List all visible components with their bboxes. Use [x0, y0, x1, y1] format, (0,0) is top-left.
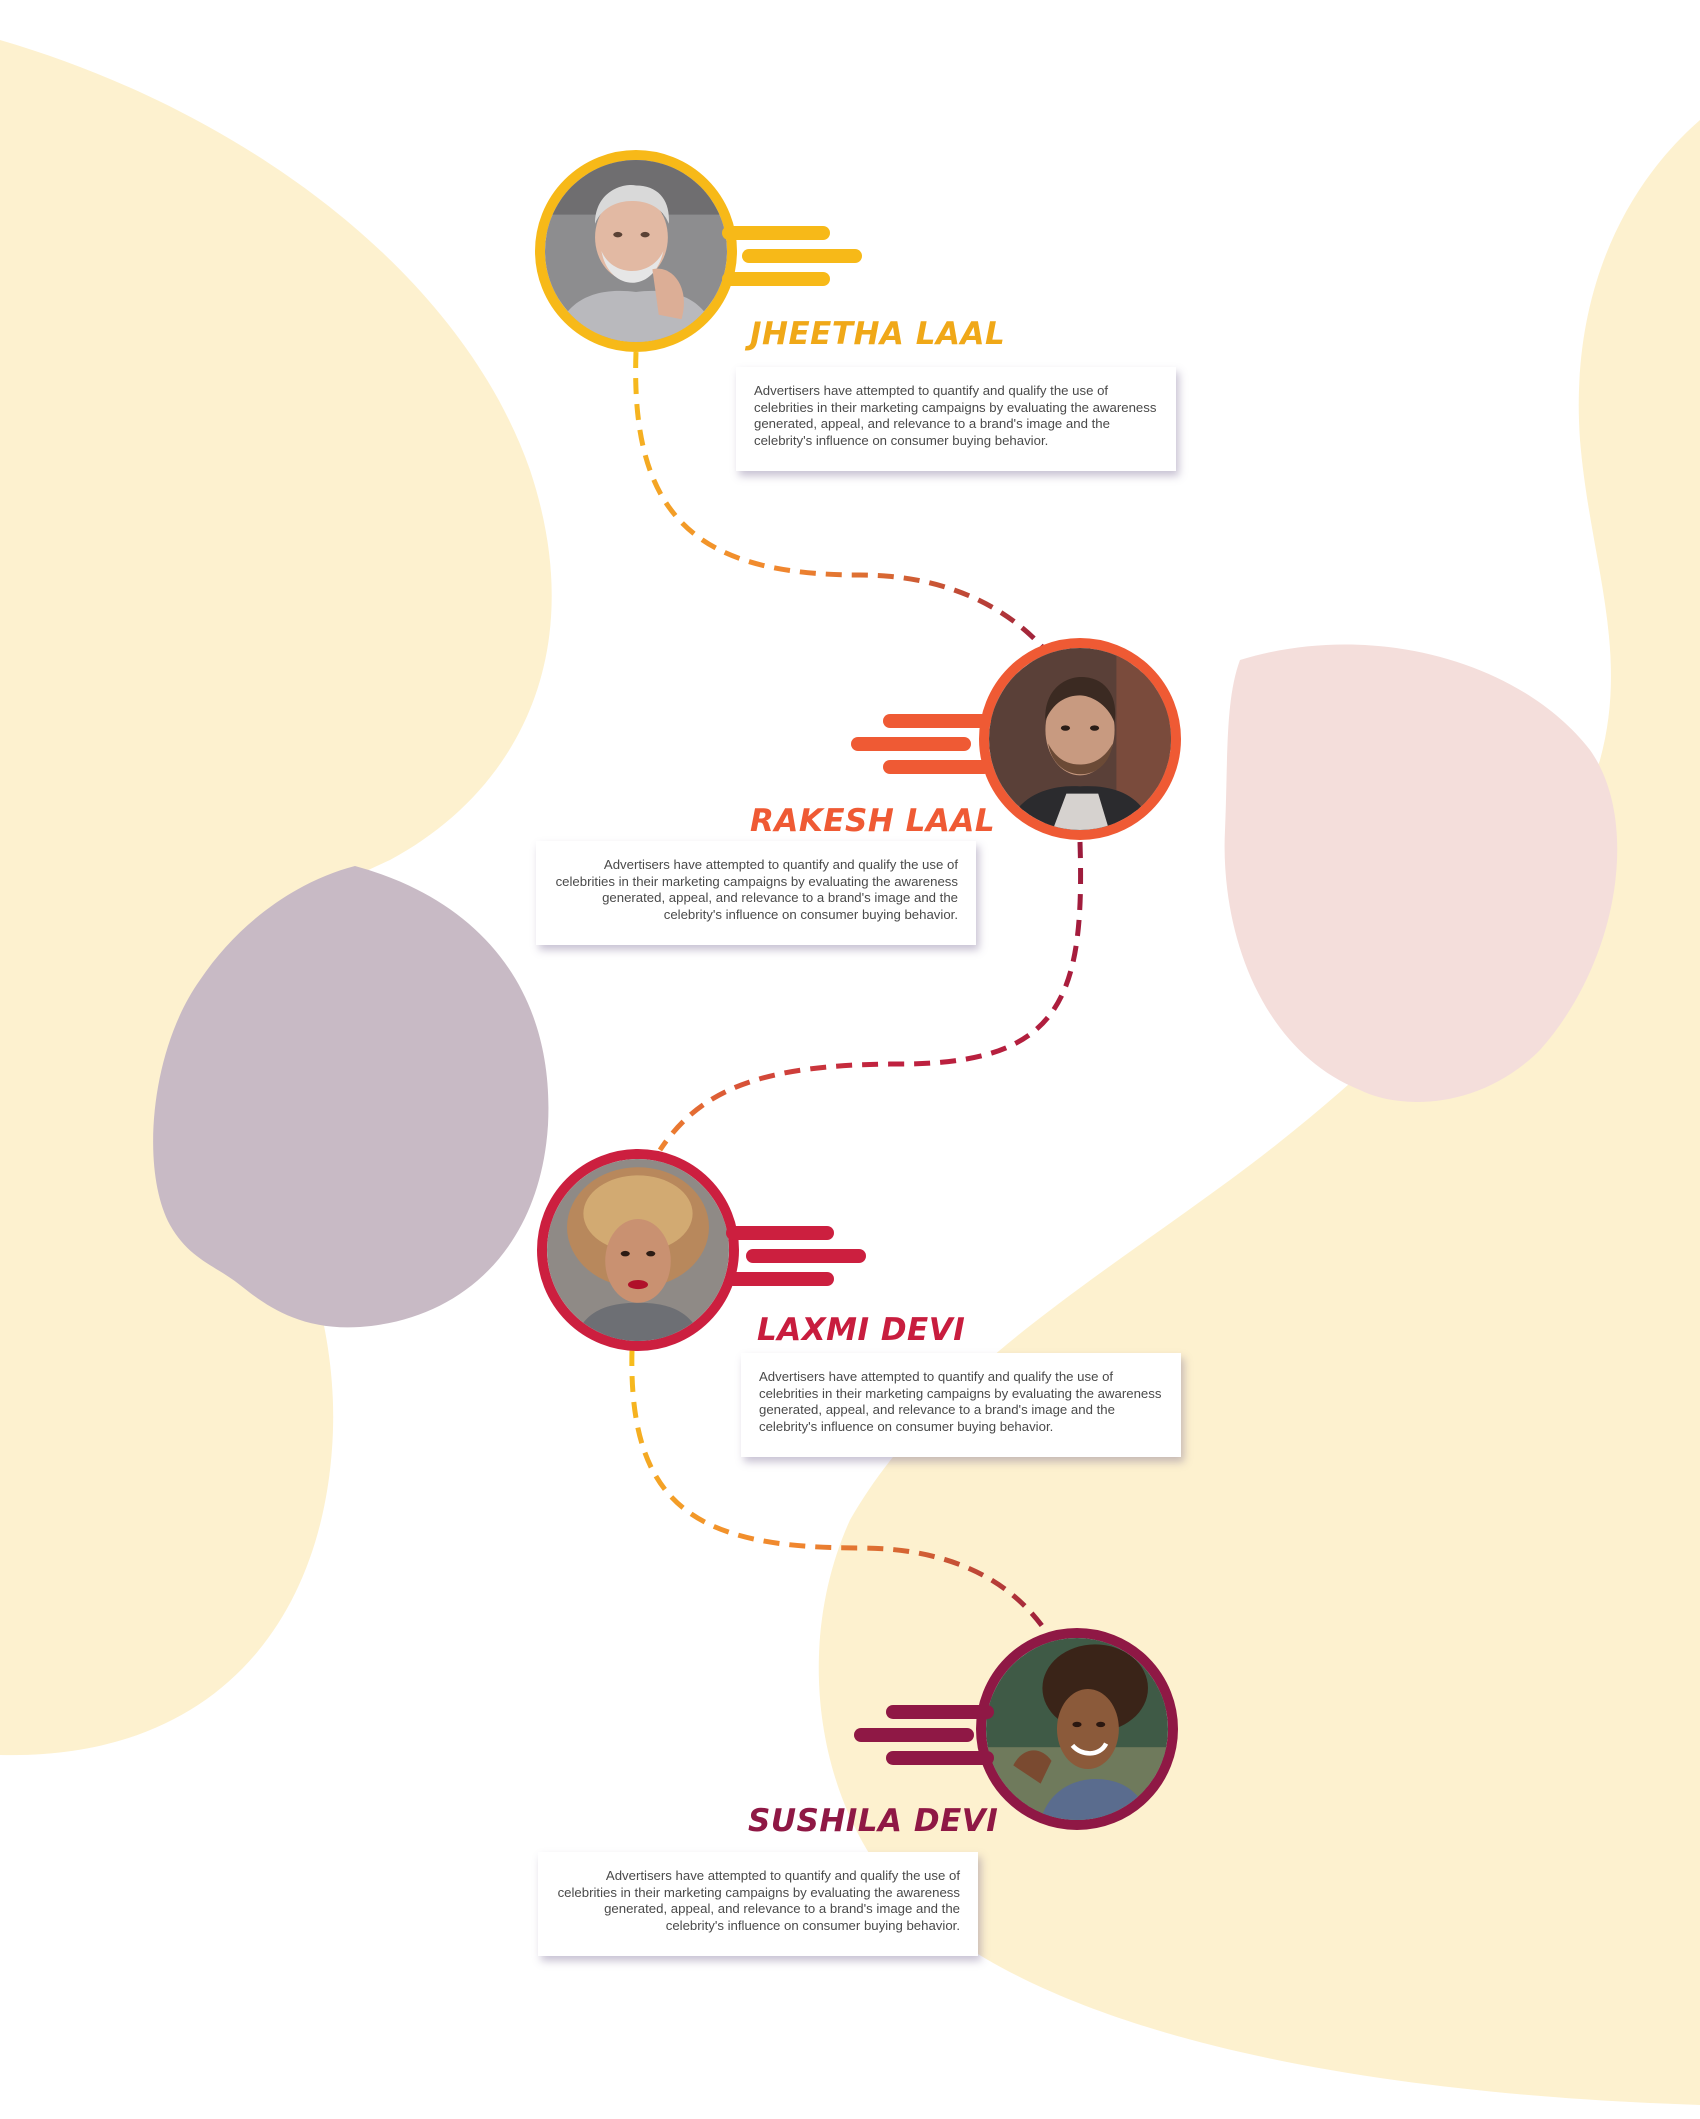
description-card: Advertisers have attempted to quantify a…	[536, 841, 976, 945]
connector-1	[633, 351, 1047, 652]
profile-name: JHEETHA LAAL	[750, 316, 1006, 352]
profile-name: SUSHILA DEVI	[748, 1803, 999, 1839]
speed-lines	[722, 226, 862, 296]
speed-line	[722, 272, 830, 286]
profile-name: LAXMI DEVI	[757, 1312, 966, 1348]
speed-line	[883, 760, 991, 774]
description-card: Advertisers have attempted to quantify a…	[736, 367, 1176, 471]
connector-2	[657, 841, 1084, 1152]
speed-lines	[854, 1705, 994, 1775]
avatar-ring	[979, 638, 1181, 840]
portrait-young-bearded-man-icon	[989, 648, 1171, 830]
blob-yellow-right	[818, 120, 1700, 2105]
description-card: Advertisers have attempted to quantify a…	[741, 1353, 1181, 1457]
portrait-smiling-woman-afro-icon	[986, 1638, 1168, 1820]
connector-3	[629, 1349, 1048, 1632]
blob-pink-right	[1224, 644, 1618, 1102]
blob-purple-left	[153, 866, 549, 1328]
portrait-woman-curly-hair-icon	[547, 1159, 729, 1341]
speed-line	[746, 1249, 866, 1263]
speed-line	[886, 1751, 994, 1765]
profile-name: RAKESH LAAL	[750, 803, 996, 839]
speed-line	[722, 226, 830, 240]
avatar-ring	[976, 1628, 1178, 1830]
blob-yellow-left	[0, 40, 552, 1756]
speed-line	[726, 1272, 834, 1286]
speed-lines	[851, 714, 991, 784]
speed-line	[742, 249, 862, 263]
speed-line	[854, 1728, 974, 1742]
avatar-ring	[537, 1149, 739, 1351]
description-card: Advertisers have attempted to quantify a…	[538, 1852, 978, 1956]
speed-line	[726, 1226, 834, 1240]
speed-line	[851, 737, 971, 751]
speed-line	[883, 714, 991, 728]
avatar-ring	[535, 150, 737, 352]
portrait-older-bearded-man-icon	[545, 160, 727, 342]
speed-line	[886, 1705, 994, 1719]
speed-lines	[726, 1226, 866, 1296]
